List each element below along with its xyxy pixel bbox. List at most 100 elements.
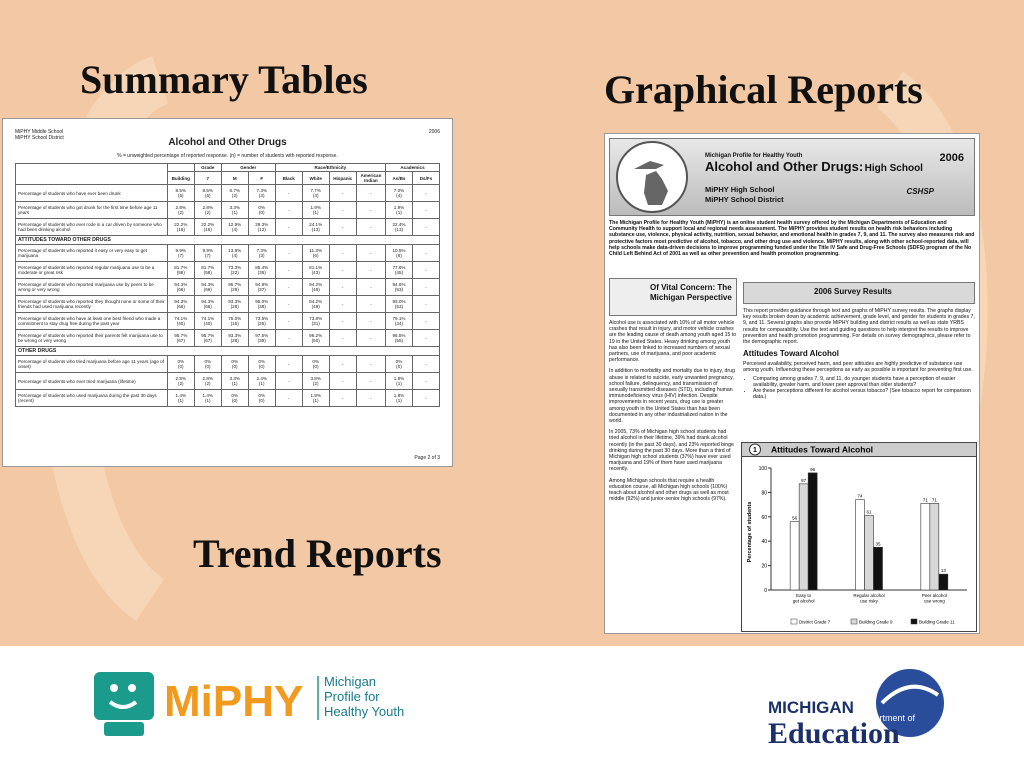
cell-percent: 3.8% [310,376,321,381]
cell-percent: 9.9% [202,248,213,253]
cell-count: (1) [204,398,211,403]
cell: 2.4% (1) [247,372,276,390]
cell: 94.2% (49) [301,278,330,296]
cell: - [328,295,357,313]
cell-percent: 0% [231,393,239,398]
cell: - [274,355,303,373]
cell-count: (4) [396,193,402,198]
cell-percent: 74.1% [201,316,215,321]
cell: - [411,372,441,390]
cell-count: (1) [312,210,319,215]
cell-count: (67) [176,338,185,343]
bar [920,503,931,591]
cell-percent: 79.1% [392,316,406,321]
cell-count: (0) [177,364,184,369]
header-partner: CSHSP [906,187,934,196]
cell-percent: 95.0% [255,299,269,304]
logo-eye [128,684,136,692]
cell-count: (66) [203,304,212,309]
group-header: Grade [193,163,222,172]
cell: - [411,355,441,373]
cell-count: (38) [257,304,266,309]
cell: 3.3% (1) [220,201,249,219]
cell: - [411,201,441,219]
table-row: Percentage of students who ever tried ma… [15,372,441,390]
cell: 93.3% (28) [220,295,249,313]
heading: Summary Tables [80,57,368,102]
cell: - [355,329,387,347]
column-header: As/Bs [385,171,413,185]
cell-percent: 0% [177,359,185,364]
spacer [166,163,195,172]
summary-table-page: MiPHY Middle School MiPHY School Distric… [2,118,453,467]
cell-percent: 1.4% [202,393,213,398]
chart-title-bar [741,442,977,457]
cell: 3.8% (2) [301,372,330,390]
cell-percent: 3.3% [229,376,240,381]
cell-percent: 95.7% [174,333,188,338]
cell: 12.9% (4) [220,218,249,236]
value-label: 71 [923,497,929,502]
corner [15,163,168,185]
left-heading: Of Vital Concern: The Michigan Perspecti… [650,283,732,302]
cell: 1.8% (1) [385,389,413,407]
cell: 7.3% (3) [247,184,276,202]
cell-percent: 93.0% [392,299,406,304]
cell: 0% (0) [220,355,249,373]
cell: 1.9% (1) [385,201,413,219]
cell: - [411,329,441,347]
cell-percent: 8.5% [175,188,187,193]
page-number: Page 2 of 3 [414,455,440,461]
x-tick-label: Peer alcohol use wrong [922,593,947,604]
cell-count: (0) [204,364,211,369]
header-org: Michigan Profile for Healthy Youth [705,153,803,159]
cell: - [274,372,303,390]
cell-percent: 2.8% [175,205,187,210]
cell: 0% (0) [385,355,413,373]
cell: - [328,201,357,219]
value-label: 35 [875,541,881,546]
cell-percent: 73.8% [309,316,323,321]
cell: - [274,278,303,296]
value-label: 61 [866,510,872,515]
paragraph: Among Michigan schools that require a he… [609,477,729,503]
report-chart: 1 Attitudes Toward Alcohol Percentage of… [741,442,977,632]
cell: 2.8% (2) [193,372,222,390]
cell-count: (16) [176,227,185,232]
cell-percent: 11.3% [309,248,323,253]
cell-percent: 9.9% [175,248,187,253]
cell-percent: 94.2% [309,282,323,287]
cell-count: (15) [230,321,239,326]
cell: 93.3% (28) [220,329,249,347]
cell: 22.2% (16) [166,218,195,236]
report-header: Michigan Profile for Healthy Youth 2006 … [609,138,975,216]
cell-count: (66) [176,304,185,309]
row-label: Percentage of students who reported mari… [15,278,168,296]
header-district: MiPHY School District [705,195,784,204]
row-label: Percentage of students who used marijuan… [15,389,168,407]
table-note: % = unweighted percentage of reported re… [117,153,338,159]
paragraph: In addition to morbidity and mortality d… [609,368,735,425]
cell-percent: 95.7% [201,333,215,338]
cell-count: (4) [312,193,319,198]
cell-count: (1) [177,398,184,403]
x-tick-label-line: Easy to [796,593,812,598]
chart-title: Attitudes Toward Alcohol [771,445,873,455]
cell-percent: 81.7% [201,265,215,270]
cell-percent: 24.1% [309,222,323,227]
cell: 7.3% (3) [247,244,276,262]
value-label: 74 [857,494,863,499]
cell-count: (16) [203,227,212,232]
header-school: MiPHY High School [705,185,775,194]
cell: - [411,278,441,296]
cell-percent: 94.3% [201,299,215,304]
cell: - [355,261,387,279]
cell: - [274,218,303,236]
logo-state: MICHIGAN [768,698,854,717]
row-label: Percentage of students who reported it e… [15,244,168,262]
summary-table: Grade Gender Race/Ethnicity Academics Buildi… [15,163,441,407]
cell: 22.4% (13) [385,218,413,236]
cell: 8.5% (6) [166,184,195,202]
x-tick-label: Easy to get alcohol [793,593,815,604]
table-row: Percentage of students who ever rode in … [15,218,441,236]
